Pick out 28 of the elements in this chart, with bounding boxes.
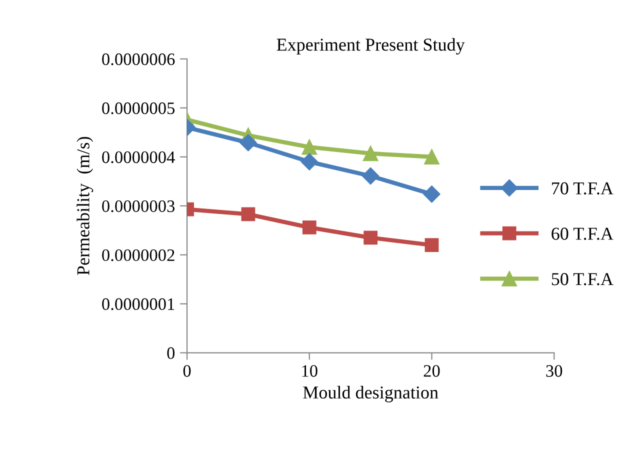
y-tick-label: 0.0000004	[102, 151, 175, 164]
y-tick-label: 0.0000005	[102, 102, 175, 114]
x-tick-label: 20	[424, 365, 440, 377]
y-tick-label: 0.0000002	[102, 249, 174, 262]
point	[302, 139, 318, 155]
point	[302, 220, 316, 234]
x-tick-label: 0	[183, 365, 191, 377]
x-axis-title: Mould designation	[303, 386, 438, 402]
point	[362, 146, 378, 162]
point	[300, 153, 318, 170]
y-tick-label: 0.0000003	[102, 200, 175, 212]
y-axis-title: Permeability (m/s)	[76, 136, 94, 276]
chart-title: Experiment Present Study	[276, 38, 465, 55]
legend-label: 50 T.F.A	[552, 273, 614, 286]
legend-label: 60 T.F.A	[552, 228, 614, 240]
point	[241, 207, 256, 222]
y-tick-label: 0.0000001	[102, 298, 174, 310]
point	[364, 230, 378, 245]
point	[424, 149, 440, 165]
x-tick-label: 10	[302, 365, 318, 377]
point	[240, 134, 257, 152]
legend-label: 70 T.F.A	[552, 182, 614, 195]
point	[362, 167, 380, 185]
point	[423, 186, 440, 203]
y-tick-label: 0	[167, 347, 175, 359]
point	[424, 238, 439, 252]
x-tick-label: 30	[546, 365, 562, 377]
y-tick-label: 0.0000006	[102, 53, 175, 66]
